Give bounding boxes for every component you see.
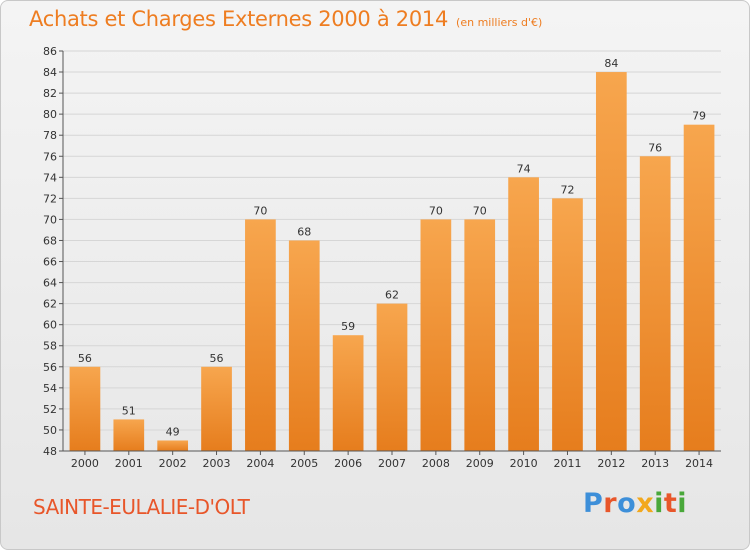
- value-label-2012: 84: [604, 57, 618, 70]
- x-tick-label-2005: 2005: [290, 457, 318, 470]
- logo-letter: r: [603, 488, 618, 519]
- bar-2004: [245, 219, 276, 451]
- bar-2003: [201, 366, 232, 451]
- y-tick-label: 80: [43, 108, 57, 121]
- x-tick-label-2009: 2009: [466, 457, 494, 470]
- bars: [69, 72, 715, 452]
- bar-2002: [157, 440, 189, 451]
- x-tick-label-2014: 2014: [685, 457, 713, 470]
- x-tick-label-2011: 2011: [553, 457, 581, 470]
- value-labels: 56 51 49 56 70 68 59 62 70 70 74 72 84 76 79: [78, 57, 706, 438]
- y-tick-label: 72: [43, 192, 57, 205]
- y-tick-label: 78: [43, 129, 57, 142]
- y-tick-label: 68: [43, 234, 57, 247]
- y-tick-label: 48: [43, 445, 57, 458]
- y-tick-label: 86: [43, 45, 57, 58]
- x-tick-label-2012: 2012: [597, 457, 625, 470]
- value-label-2011: 72: [560, 183, 574, 196]
- y-tick-label: 84: [43, 66, 57, 79]
- logo-letter: t: [663, 488, 678, 519]
- bar-2010: [508, 177, 539, 451]
- y-tick-label: 82: [43, 87, 57, 100]
- y-tick-label: 56: [43, 361, 57, 374]
- x-tick-label-2007: 2007: [378, 457, 406, 470]
- chart-header: Achats et Charges Externes 2000 à 2014 (e…: [29, 7, 542, 31]
- logo-letter: x: [636, 488, 655, 519]
- value-label-2006: 59: [341, 320, 355, 333]
- bar-2011: [552, 198, 583, 451]
- x-tick-label-2010: 2010: [510, 457, 538, 470]
- value-label-2004: 70: [253, 204, 267, 217]
- bar-2007: [376, 303, 408, 451]
- value-label-2008: 70: [429, 204, 443, 217]
- bar-2001: [113, 419, 145, 451]
- x-tick-label-2013: 2013: [641, 457, 669, 470]
- bar-2013: [639, 156, 671, 451]
- chart-title: Achats et Charges Externes 2000 à 2014: [29, 7, 449, 31]
- y-tick-label: 66: [43, 256, 57, 269]
- y-tick-label: 64: [43, 277, 57, 290]
- logo-letter: i: [654, 488, 664, 519]
- bar-2014: [683, 124, 715, 452]
- value-label-2003: 56: [210, 352, 224, 365]
- value-label-2014: 79: [692, 110, 706, 123]
- bar-2005: [288, 240, 320, 451]
- y-tick-label: 50: [43, 424, 57, 437]
- y-tick-label: 54: [43, 382, 57, 395]
- bar-2008: [420, 219, 452, 451]
- bar-2006: [332, 335, 364, 451]
- value-label-2000: 56: [78, 352, 92, 365]
- x-tick-label-2000: 2000: [71, 457, 99, 470]
- x-tick-label-2008: 2008: [422, 457, 450, 470]
- x-tick-label-2002: 2002: [159, 457, 187, 470]
- y-tick-label: 62: [43, 298, 57, 311]
- x-tick-label-2006: 2006: [334, 457, 362, 470]
- value-label-2005: 68: [297, 225, 311, 238]
- value-label-2001: 51: [122, 404, 136, 417]
- bar-2012: [595, 72, 627, 451]
- x-tick-label-2003: 2003: [203, 457, 231, 470]
- y-tick-label: 70: [43, 213, 57, 226]
- axes: 48 50 52 54 56 58 60 62 64 66 68 70 72 74 76 78 80 82 84 86…: [43, 45, 721, 470]
- y-tick-label: 76: [43, 150, 57, 163]
- logo-letter: i: [677, 488, 688, 519]
- value-label-2013: 76: [648, 141, 662, 154]
- y-tick-label: 60: [43, 319, 57, 332]
- y-tick-label: 58: [43, 340, 57, 353]
- y-tick-label: 74: [43, 171, 57, 184]
- bar-2000: [69, 366, 101, 451]
- x-tick-label-2001: 2001: [115, 457, 143, 470]
- value-label-2002: 49: [166, 425, 180, 438]
- y-tick-label: 52: [43, 403, 57, 416]
- value-label-2010: 74: [517, 162, 531, 175]
- place-name: SAINTE-EULALIE-D'OLT: [33, 495, 250, 519]
- logo-letter: o: [617, 488, 637, 519]
- proxiti-logo: Proxiti: [583, 488, 687, 519]
- value-label-2009: 70: [473, 204, 487, 217]
- x-tick-label-2004: 2004: [246, 457, 274, 470]
- chart-subtitle: (en milliers d'€): [456, 16, 543, 29]
- bar-2009: [464, 219, 496, 451]
- value-label-2007: 62: [385, 289, 399, 302]
- logo-letter: P: [583, 488, 604, 519]
